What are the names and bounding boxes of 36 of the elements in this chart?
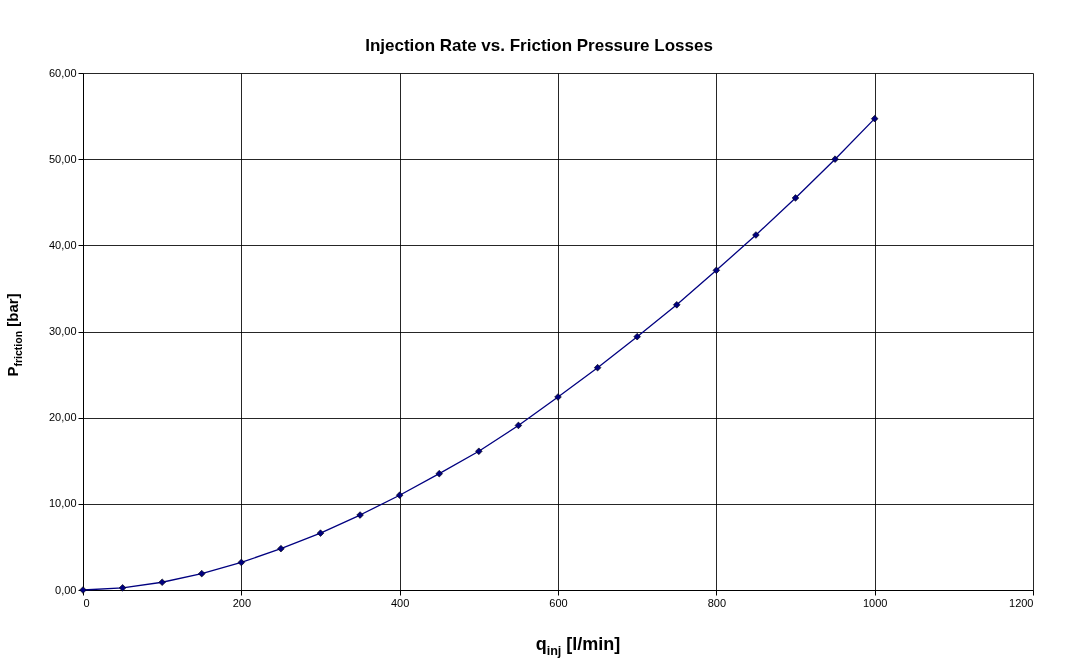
point bbox=[554, 393, 562, 401]
y-tick-label: 40,00 bbox=[48, 238, 77, 251]
point bbox=[791, 194, 800, 202]
y-tick-label: 10,00 bbox=[48, 497, 77, 510]
y-tick-label: 20,00 bbox=[48, 411, 77, 424]
point bbox=[475, 447, 483, 455]
point bbox=[198, 569, 206, 578]
point bbox=[316, 529, 325, 537]
point bbox=[752, 231, 760, 239]
chart-title: Injection Rate vs. Friction Pressure Losses bbox=[364, 36, 714, 56]
y-tick-label: 60,00 bbox=[48, 66, 77, 79]
x-tick-label: 1200 bbox=[1009, 596, 1034, 609]
point bbox=[514, 421, 523, 430]
point bbox=[593, 364, 602, 372]
y-tick-label: 50,00 bbox=[48, 152, 77, 165]
x-tick-label: 800 bbox=[707, 596, 727, 609]
point bbox=[118, 584, 127, 592]
point bbox=[831, 155, 839, 163]
x-tick-label: 1000 bbox=[862, 596, 888, 609]
y-tick-label: 0,00 bbox=[55, 583, 77, 596]
point bbox=[871, 115, 879, 123]
x-tick-label: 200 bbox=[232, 596, 252, 609]
point bbox=[633, 333, 641, 341]
point bbox=[673, 301, 681, 309]
point bbox=[237, 558, 245, 567]
point bbox=[435, 470, 443, 478]
x-tick-label: 0 bbox=[83, 596, 90, 609]
y-tick-label: 30,00 bbox=[48, 325, 77, 337]
point bbox=[277, 544, 285, 553]
x-tick-label: 600 bbox=[549, 596, 568, 609]
point bbox=[396, 491, 404, 499]
x-axis-title: q$_{inj}$ [l/min] bbox=[534, 634, 622, 658]
point bbox=[356, 511, 364, 519]
x-tick-label: 400 bbox=[390, 596, 410, 609]
point bbox=[712, 266, 720, 274]
point bbox=[158, 578, 166, 586]
